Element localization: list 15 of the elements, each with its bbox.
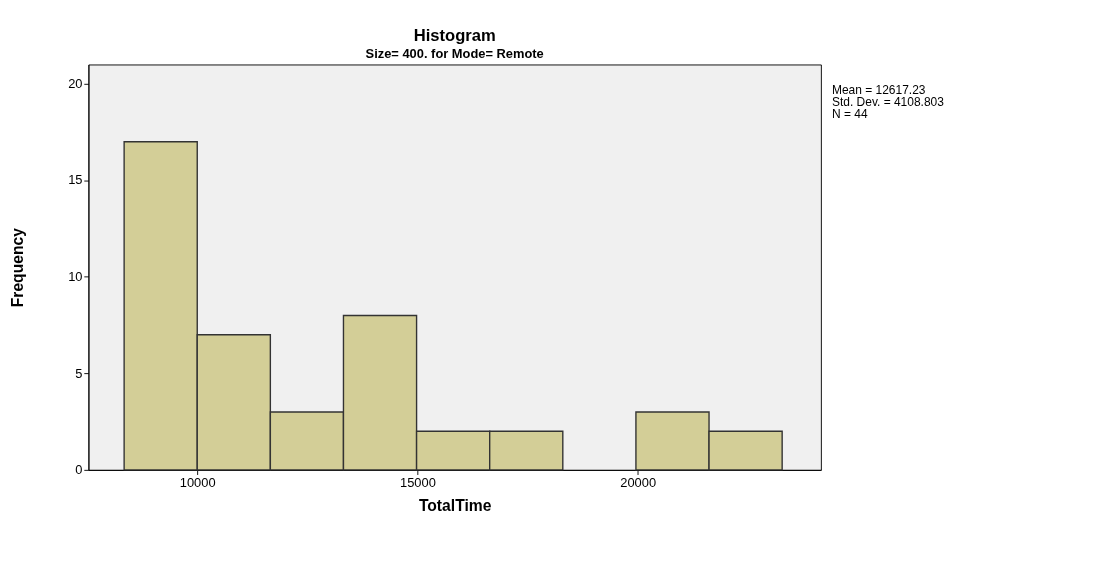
x-tick-label: 20000 [620,474,657,490]
x-axis-title: TotalTime [418,496,492,514]
chart-subtitle: Size= 400. for Mode= Remote [365,46,544,62]
x-tick-label: 15000 [400,474,436,490]
y-tick-label: 0 [75,462,83,478]
chart-title: Histogram [413,26,496,46]
y-axis-title: Frequency [8,227,26,308]
y-tick-label: 5 [75,365,83,381]
text: Mean = 12617.23 [831,82,926,97]
text: N = 44 [831,106,868,121]
y-tick-label: 15 [68,172,83,188]
y-tick-label: 20 [68,75,83,91]
x-tick-label: 10000 [179,474,216,490]
y-tick-label: 10 [68,268,83,284]
text: Std. Dev. = 4108.803 [831,94,945,109]
